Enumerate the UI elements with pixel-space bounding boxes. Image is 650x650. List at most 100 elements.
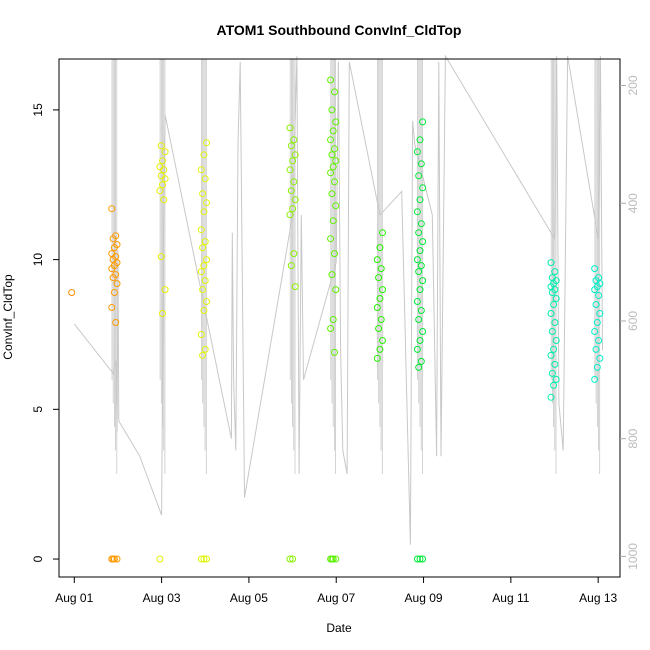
data-point	[379, 286, 386, 294]
y-axis-label: ConvInf_CldTop	[1, 274, 15, 360]
data-point	[328, 190, 336, 198]
data-point	[547, 310, 555, 317]
data-point	[377, 265, 385, 273]
data-point	[419, 184, 427, 192]
data-point	[112, 271, 120, 279]
data-point	[329, 163, 337, 171]
data-point	[552, 375, 560, 383]
data-point	[161, 148, 169, 156]
data-point	[327, 136, 335, 144]
data-point	[419, 238, 427, 246]
data-point	[160, 196, 168, 204]
data-point	[332, 286, 340, 294]
data-point	[413, 345, 421, 353]
data-point	[548, 369, 556, 377]
data-point	[417, 220, 425, 228]
data-point	[327, 235, 335, 243]
data-point	[197, 226, 205, 234]
data-point	[331, 250, 338, 258]
y2-tick-label: 200	[626, 75, 640, 95]
data-point	[159, 157, 166, 165]
data-point	[201, 345, 209, 353]
data-point	[328, 271, 336, 279]
data-point	[68, 289, 76, 296]
data-point	[415, 172, 423, 180]
data-point	[329, 127, 337, 135]
data-point	[203, 199, 210, 207]
data-point	[415, 363, 423, 371]
data-point	[377, 316, 385, 323]
data-point	[156, 187, 164, 195]
data-point	[113, 280, 121, 288]
data-point	[201, 277, 209, 285]
data-point	[156, 163, 164, 171]
data-point	[289, 555, 297, 563]
data-point	[413, 555, 421, 563]
x-tick-label: Aug 13	[579, 591, 617, 605]
data-point	[331, 348, 338, 356]
data-point	[373, 256, 381, 264]
data-point	[157, 172, 165, 180]
data-point	[547, 259, 555, 267]
data-point	[286, 166, 294, 174]
data-point	[197, 331, 205, 338]
data-point	[592, 345, 600, 353]
data-point	[203, 298, 210, 305]
x-axis-label: Date	[326, 621, 352, 635]
data-point	[291, 283, 299, 291]
data-point	[595, 274, 603, 282]
data-point	[548, 274, 556, 282]
data-point	[591, 328, 599, 335]
data-point	[417, 262, 425, 270]
data-point	[327, 169, 335, 177]
data-point	[157, 253, 165, 261]
data-point	[416, 286, 424, 294]
data-point	[200, 151, 208, 159]
data-point	[593, 363, 601, 371]
pressure-track-layer	[73, 54, 603, 545]
data-point	[332, 157, 340, 165]
data-point	[199, 351, 207, 359]
data-point	[595, 337, 603, 344]
data-point	[291, 196, 299, 204]
data-point	[416, 136, 424, 144]
data-point	[112, 319, 120, 326]
data-point	[373, 354, 381, 362]
data-point	[328, 555, 336, 563]
y-axis-right: 200 400 600 800 1000	[620, 75, 640, 570]
y-tick-label: 10	[31, 253, 45, 267]
data-point	[287, 262, 295, 270]
data-point	[591, 375, 599, 383]
data-point	[551, 268, 559, 276]
data-point	[290, 250, 298, 258]
data-point	[379, 337, 386, 344]
data-point	[417, 357, 425, 365]
data-point	[551, 360, 559, 368]
data-point	[547, 393, 555, 401]
data-point	[551, 319, 559, 326]
data-point	[287, 187, 295, 195]
data-point	[287, 142, 295, 150]
data-point	[552, 337, 560, 344]
y2-tick-label: 1000	[626, 543, 640, 570]
data-point	[416, 196, 424, 204]
y2-tick-label: 400	[626, 193, 640, 213]
data-point	[113, 555, 121, 563]
data-point	[327, 325, 335, 332]
data-point	[415, 229, 423, 237]
data-point	[375, 325, 383, 332]
data-point	[203, 139, 210, 147]
data-point	[417, 307, 425, 314]
data-point	[552, 295, 560, 302]
data-point	[289, 157, 297, 165]
data-point	[161, 286, 169, 294]
data-point	[328, 106, 336, 114]
data-point	[291, 151, 299, 159]
data-point	[201, 175, 209, 183]
data-point	[413, 208, 421, 216]
data-point	[201, 238, 209, 246]
pressure-track-line	[73, 54, 603, 545]
data-point	[110, 289, 118, 296]
data-point	[413, 148, 421, 156]
x-tick-label: Aug 05	[230, 591, 268, 605]
